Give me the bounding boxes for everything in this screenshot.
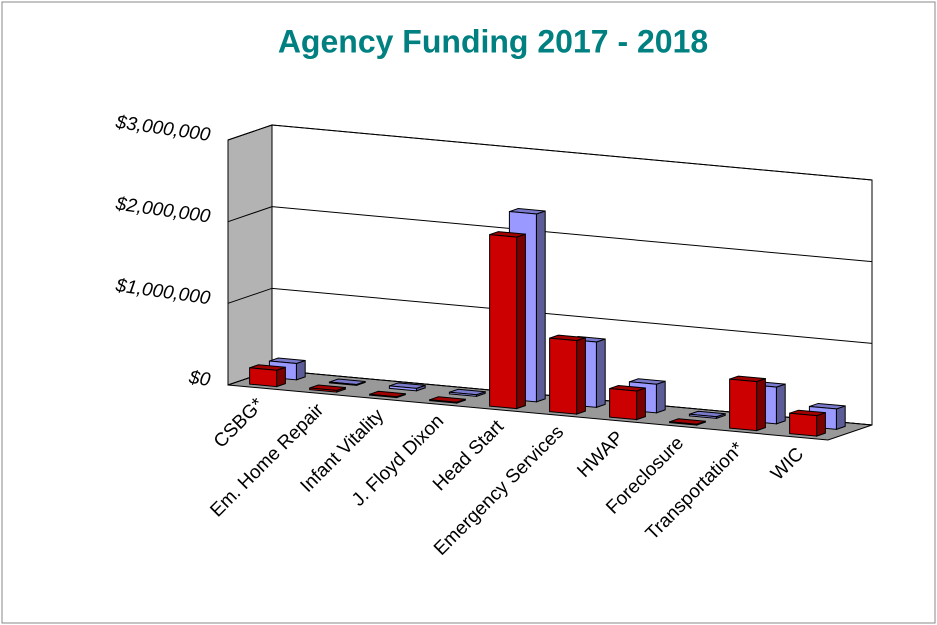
grid-line [227,124,873,181]
grid-line [227,206,873,263]
bar-front [369,393,398,399]
bar-front [489,234,518,410]
bar-side [775,383,786,425]
bar-front [249,367,278,388]
bar-front [669,421,698,426]
bar [688,410,726,420]
bar [328,378,366,387]
bar [429,396,466,404]
bar-side [636,387,646,421]
chart-title: Agency Funding 2017 - 2018 [278,23,708,59]
bar [369,390,406,399]
bar [669,418,706,426]
bar-front [429,399,458,404]
bar-front [388,385,417,392]
bar-front [448,391,477,397]
bar [549,334,586,415]
bar-front [328,381,357,386]
bar-side [576,336,586,415]
bar [249,364,286,388]
bar-front [309,387,338,393]
bar-side [835,405,846,431]
bar [489,231,526,410]
bar [729,375,766,432]
bar-front [549,337,578,415]
bar [309,384,346,393]
bar-side [816,411,826,437]
bar-front [729,378,758,432]
grid-line [227,287,873,344]
bar-side [595,338,606,409]
bar [609,385,646,421]
y-tick-label: $0 [187,367,212,391]
bar-side [756,377,766,432]
bar-side [655,380,666,414]
left-wall [227,124,273,386]
bar-front [789,412,818,437]
bar-side [535,210,546,403]
bar-side [516,233,526,410]
bar [448,388,486,398]
bar [789,409,826,437]
bar-front [609,387,638,421]
bar [388,382,426,392]
bar-front [688,413,717,419]
